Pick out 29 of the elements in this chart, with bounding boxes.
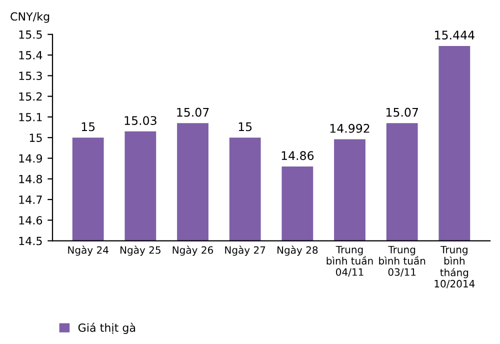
data-label: 15.07 — [177, 108, 209, 117]
x-tick-label: Ngày 24 — [68, 246, 108, 256]
x-tick-label: Ngày 26 — [172, 246, 214, 256]
y-tick-label: 15.3 — [19, 72, 42, 80]
data-label: 15.444 — [435, 30, 474, 40]
data-label: 15.03 — [124, 116, 156, 125]
y-tick-label: 15.5 — [19, 30, 42, 39]
x-tick-label: Ngày 25 — [120, 246, 160, 256]
x-tick-label: Ngày 28 — [278, 246, 318, 256]
y-tick-label: 14.7 — [19, 196, 42, 204]
y-tick-label: 15.1 — [19, 113, 42, 122]
y-tick-label: 15.2 — [19, 92, 42, 101]
x-tick-label: Trung bình tháng 10/2014 — [434, 246, 475, 288]
y-tick-label: 15.4 — [19, 51, 42, 60]
y-tick-label: 15 — [30, 134, 42, 142]
y-tick-label: 14.9 — [19, 154, 42, 163]
data-label: 15.07 — [386, 108, 418, 117]
y-tick-label: 14.8 — [19, 174, 42, 184]
x-tick-label: Trung bình tuần 03/11 — [379, 246, 426, 277]
data-label: 14.86 — [282, 151, 314, 160]
x-tick-label: Ngày 27 — [225, 246, 266, 256]
data-label: 14.992 — [330, 124, 370, 133]
y-axis-title: CNY/kg — [10, 12, 50, 23]
x-tick-label: Trung bình tuần 04/11 — [326, 246, 373, 277]
data-label: 15 — [238, 122, 252, 132]
data-label: 15 — [82, 122, 95, 132]
y-tick-label: 14.6 — [19, 216, 42, 225]
legend-label: Giá thịt gà — [78, 322, 136, 334]
y-tick-label: 14.5 — [19, 236, 42, 246]
